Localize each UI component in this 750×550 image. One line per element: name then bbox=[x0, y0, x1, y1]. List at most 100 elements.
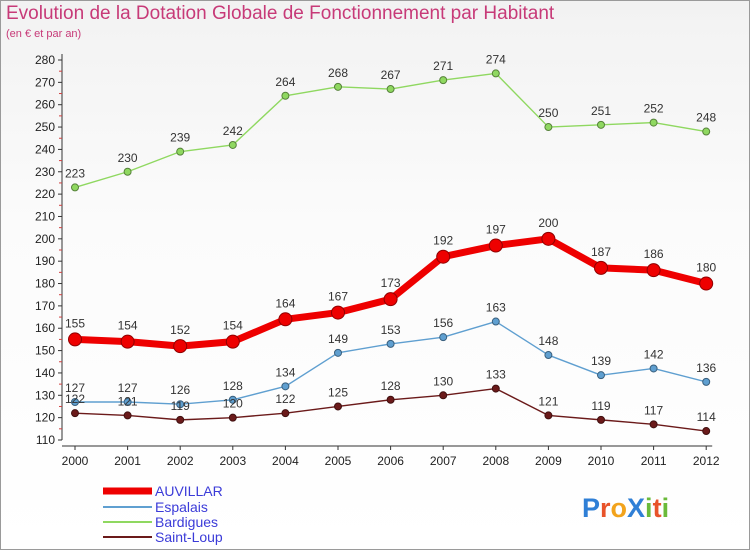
data-point bbox=[597, 371, 605, 380]
legend-label: Espalais bbox=[155, 499, 208, 515]
series-bardigues bbox=[71, 69, 711, 192]
data-label: 239 bbox=[170, 131, 190, 145]
data-point bbox=[491, 317, 500, 326]
data-label: 153 bbox=[381, 323, 401, 337]
data-label: 271 bbox=[433, 59, 453, 73]
data-label: 149 bbox=[328, 332, 348, 346]
data-point bbox=[699, 276, 714, 291]
legend-item: AUVILLAR bbox=[103, 483, 223, 499]
y-tick-label: 160 bbox=[35, 321, 55, 335]
data-label: 250 bbox=[538, 106, 558, 120]
y-tick-label: 120 bbox=[35, 411, 55, 425]
data-label: 155 bbox=[65, 316, 85, 330]
data-point bbox=[439, 76, 448, 85]
legend-label: Saint-Loup bbox=[155, 529, 223, 545]
axes: 1101201301401501601701801902002102202302… bbox=[35, 53, 720, 468]
data-point bbox=[120, 334, 135, 349]
data-label: 130 bbox=[433, 374, 453, 388]
data-point bbox=[597, 120, 605, 129]
logo-letter: P bbox=[582, 493, 600, 523]
data-point bbox=[228, 413, 237, 422]
logo-letter: i bbox=[645, 493, 653, 523]
y-tick-label: 200 bbox=[35, 232, 55, 246]
y-tick-label: 270 bbox=[35, 75, 55, 89]
x-tick-label: 2007 bbox=[430, 454, 457, 468]
y-tick-label: 110 bbox=[36, 433, 55, 447]
data-point bbox=[281, 409, 290, 418]
data-label: 268 bbox=[328, 66, 348, 80]
data-label: 128 bbox=[223, 379, 243, 393]
data-point bbox=[123, 398, 132, 406]
data-label: 264 bbox=[275, 75, 295, 89]
y-tick-label: 250 bbox=[35, 120, 55, 134]
x-tick-label: 2012 bbox=[693, 454, 720, 468]
data-point bbox=[544, 123, 553, 132]
x-tick-label: 2008 bbox=[482, 454, 509, 468]
data-label: 167 bbox=[328, 290, 348, 304]
data-label: 134 bbox=[275, 365, 295, 379]
legend-item: Espalais bbox=[103, 499, 208, 515]
y-tick-label: 210 bbox=[35, 209, 55, 223]
data-label: 139 bbox=[591, 354, 611, 368]
data-point bbox=[488, 238, 503, 253]
data-point bbox=[281, 382, 290, 391]
x-tick-label: 2009 bbox=[535, 454, 562, 468]
data-label: 119 bbox=[171, 399, 190, 413]
logo-letter: r bbox=[600, 493, 611, 523]
data-label: 128 bbox=[381, 379, 401, 393]
data-point bbox=[176, 415, 185, 424]
data-point bbox=[278, 312, 293, 327]
series-saint-loup bbox=[71, 384, 711, 436]
logo-letter: X bbox=[627, 493, 645, 523]
data-label: 252 bbox=[644, 102, 664, 116]
data-label: 267 bbox=[381, 68, 401, 82]
data-point bbox=[68, 332, 82, 347]
y-tick-label: 190 bbox=[35, 254, 55, 268]
data-label: 163 bbox=[486, 301, 506, 315]
data-point bbox=[439, 333, 448, 342]
data-label: 122 bbox=[65, 392, 85, 406]
data-label: 200 bbox=[538, 216, 558, 230]
data-point bbox=[491, 69, 500, 78]
data-point bbox=[541, 231, 556, 246]
legend-label: AUVILLAR bbox=[155, 483, 223, 499]
data-point bbox=[123, 411, 132, 420]
data-label: 154 bbox=[118, 319, 138, 333]
data-label: 186 bbox=[644, 247, 664, 261]
data-point bbox=[228, 395, 237, 404]
logo-letter: o bbox=[611, 493, 628, 523]
data-label: 274 bbox=[486, 52, 506, 66]
y-tick-label: 240 bbox=[35, 142, 55, 156]
data-point bbox=[176, 400, 185, 409]
data-label: 114 bbox=[697, 410, 716, 424]
y-tick-label: 150 bbox=[35, 344, 55, 358]
data-label: 154 bbox=[223, 319, 243, 333]
y-tick-label: 280 bbox=[35, 53, 55, 67]
data-point bbox=[123, 167, 132, 176]
data-point bbox=[544, 411, 553, 420]
data-label: 187 bbox=[591, 245, 611, 259]
data-point bbox=[439, 391, 448, 400]
data-point bbox=[649, 420, 658, 429]
logo-text: ProXiti bbox=[582, 493, 669, 523]
x-tick-label: 2004 bbox=[272, 454, 299, 468]
x-tick-label: 2005 bbox=[325, 454, 352, 468]
data-point bbox=[173, 339, 188, 354]
logo-letter: t bbox=[653, 493, 662, 523]
y-tick-label: 230 bbox=[35, 165, 55, 179]
x-tick-label: 2011 bbox=[641, 454, 667, 468]
data-labels: 223 230 239 242 264 268 267 271 274 250 251 252 248 1… bbox=[65, 52, 717, 424]
data-point bbox=[386, 395, 395, 404]
data-label: 126 bbox=[170, 383, 190, 397]
data-label: 133 bbox=[486, 368, 506, 382]
data-point bbox=[702, 427, 711, 436]
data-label: 248 bbox=[696, 111, 716, 125]
data-point bbox=[594, 260, 608, 275]
data-label: 173 bbox=[381, 276, 401, 290]
data-label: 119 bbox=[591, 399, 610, 413]
data-point bbox=[386, 339, 395, 348]
x-tick-label: 2000 bbox=[62, 454, 89, 468]
